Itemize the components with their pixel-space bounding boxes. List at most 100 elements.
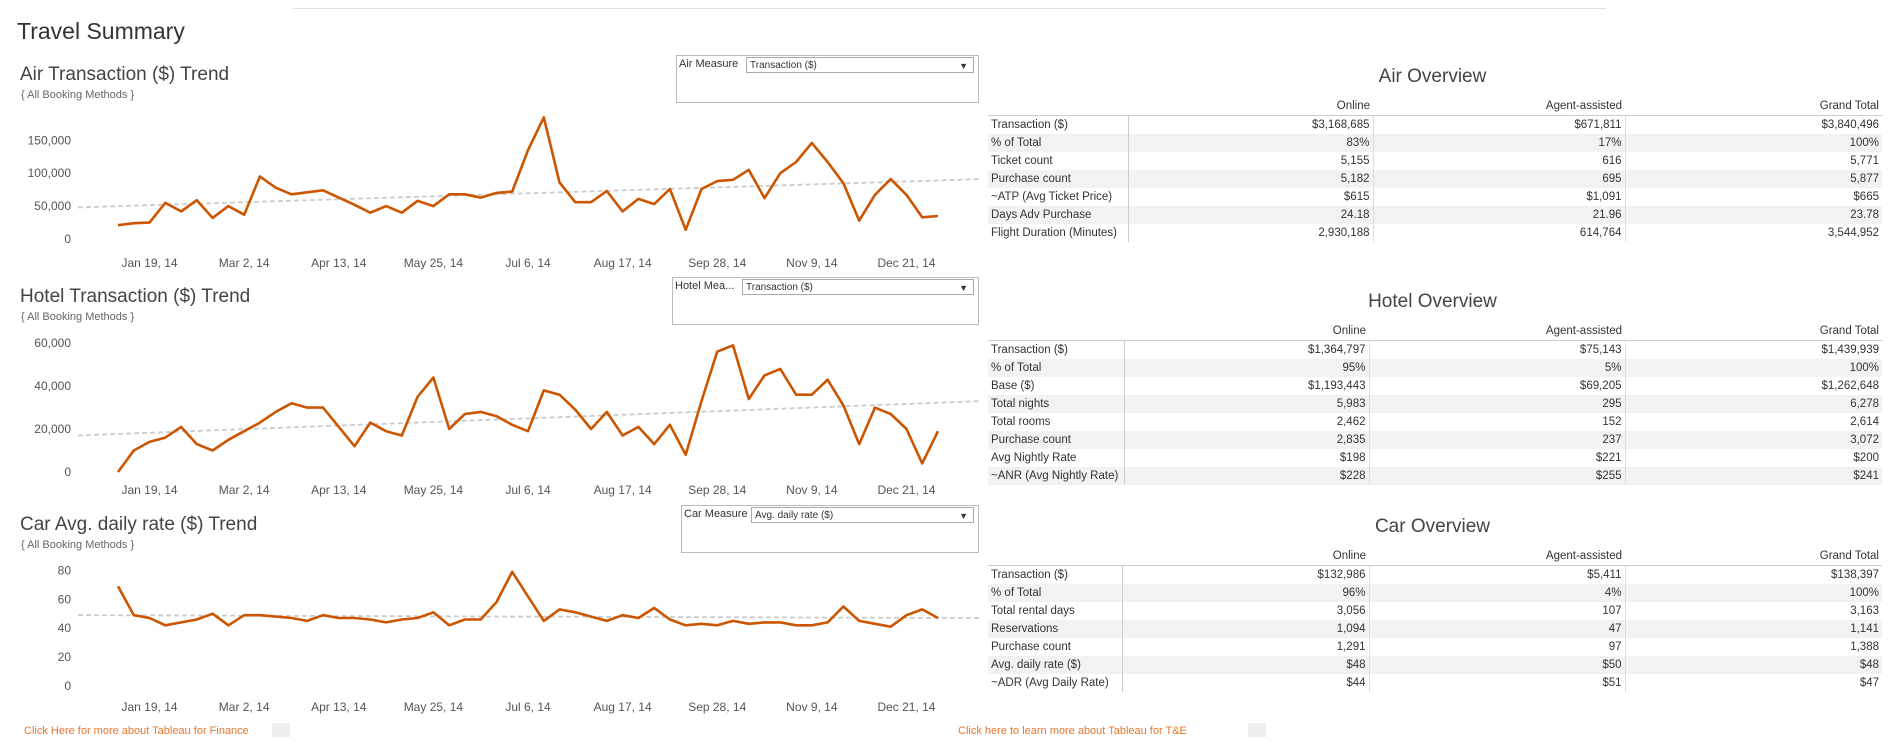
- data-point[interactable]: [731, 619, 735, 623]
- data-point[interactable]: [747, 397, 751, 401]
- data-point[interactable]: [841, 403, 845, 407]
- data-point[interactable]: [668, 187, 672, 191]
- data-point[interactable]: [873, 622, 877, 626]
- data-point[interactable]: [321, 406, 325, 410]
- data-point[interactable]: [715, 350, 719, 354]
- data-point[interactable]: [684, 228, 688, 232]
- data-point[interactable]: [447, 623, 451, 627]
- data-point[interactable]: [905, 427, 909, 431]
- data-point[interactable]: [368, 421, 372, 425]
- data-point[interactable]: [652, 606, 656, 610]
- data-point[interactable]: [305, 619, 309, 623]
- data-point[interactable]: [211, 449, 215, 453]
- data-point[interactable]: [700, 187, 704, 191]
- data-point[interactable]: [463, 412, 467, 416]
- data-point[interactable]: [400, 211, 404, 215]
- data-point[interactable]: [668, 423, 672, 427]
- data-point[interactable]: [889, 412, 893, 416]
- data-point[interactable]: [826, 160, 830, 164]
- data-point[interactable]: [290, 192, 294, 196]
- data-point[interactable]: [163, 436, 167, 440]
- data-point[interactable]: [463, 192, 467, 196]
- data-point[interactable]: [857, 619, 861, 623]
- data-point[interactable]: [274, 186, 278, 190]
- data-point[interactable]: [542, 115, 546, 119]
- data-point[interactable]: [558, 180, 562, 184]
- data-point[interactable]: [558, 393, 562, 397]
- data-point[interactable]: [621, 613, 625, 617]
- data-point[interactable]: [684, 623, 688, 627]
- data-point[interactable]: [148, 616, 152, 620]
- te-link[interactable]: Click here to learn more about Tableau f…: [958, 725, 1187, 737]
- data-point[interactable]: [778, 171, 782, 175]
- data-point[interactable]: [573, 200, 577, 204]
- data-point[interactable]: [163, 201, 167, 205]
- air-measure-select[interactable]: Transaction ($) ▼: [746, 57, 974, 73]
- data-point[interactable]: [495, 414, 499, 418]
- data-point[interactable]: [526, 148, 530, 152]
- data-point[interactable]: [258, 175, 262, 179]
- data-point[interactable]: [794, 393, 798, 397]
- data-point[interactable]: [447, 192, 451, 196]
- data-point[interactable]: [353, 616, 357, 620]
- data-point[interactable]: [290, 616, 294, 620]
- data-point[interactable]: [305, 190, 309, 194]
- data-point[interactable]: [700, 622, 704, 626]
- data-point[interactable]: [936, 616, 940, 620]
- data-point[interactable]: [242, 429, 246, 433]
- data-point[interactable]: [936, 214, 940, 218]
- data-point[interactable]: [132, 221, 136, 225]
- data-point[interactable]: [274, 615, 278, 619]
- data-point[interactable]: [337, 196, 341, 200]
- data-point[interactable]: [447, 427, 451, 431]
- data-point[interactable]: [652, 202, 656, 206]
- data-point[interactable]: [636, 197, 640, 201]
- data-point[interactable]: [353, 203, 357, 207]
- data-point[interactable]: [258, 613, 262, 617]
- data-point[interactable]: [132, 449, 136, 453]
- data-point[interactable]: [526, 429, 530, 433]
- data-point[interactable]: [589, 200, 593, 204]
- data-point[interactable]: [621, 434, 625, 438]
- data-point[interactable]: [605, 619, 609, 623]
- data-point[interactable]: [731, 343, 735, 347]
- data-point[interactable]: [337, 616, 341, 620]
- data-point[interactable]: [163, 623, 167, 627]
- data-point[interactable]: [242, 613, 246, 617]
- data-point[interactable]: [211, 612, 215, 616]
- data-point[interactable]: [636, 616, 640, 620]
- data-point[interactable]: [179, 425, 183, 429]
- data-point[interactable]: [605, 410, 609, 414]
- data-point[interactable]: [510, 570, 514, 574]
- data-point[interactable]: [652, 442, 656, 446]
- data-point[interactable]: [810, 141, 814, 145]
- data-point[interactable]: [116, 223, 120, 227]
- data-point[interactable]: [841, 605, 845, 609]
- data-point[interactable]: [384, 429, 388, 433]
- data-point[interactable]: [431, 204, 435, 208]
- data-point[interactable]: [794, 160, 798, 164]
- data-point[interactable]: [636, 425, 640, 429]
- data-point[interactable]: [589, 427, 593, 431]
- data-point[interactable]: [479, 196, 483, 200]
- data-point[interactable]: [226, 623, 230, 627]
- data-point[interactable]: [889, 625, 893, 629]
- data-point[interactable]: [778, 367, 782, 371]
- data-point[interactable]: [605, 189, 609, 193]
- data-point[interactable]: [621, 209, 625, 213]
- data-point[interactable]: [132, 613, 136, 617]
- data-point[interactable]: [747, 168, 751, 172]
- data-point[interactable]: [526, 594, 530, 598]
- data-point[interactable]: [936, 429, 940, 433]
- data-point[interactable]: [873, 193, 877, 197]
- data-point[interactable]: [211, 216, 215, 220]
- data-point[interactable]: [148, 440, 152, 444]
- data-point[interactable]: [116, 470, 120, 474]
- data-point[interactable]: [305, 406, 309, 410]
- data-point[interactable]: [274, 410, 278, 414]
- data-point[interactable]: [337, 425, 341, 429]
- data-point[interactable]: [589, 615, 593, 619]
- data-point[interactable]: [573, 408, 577, 412]
- data-point[interactable]: [463, 618, 467, 622]
- data-point[interactable]: [242, 213, 246, 217]
